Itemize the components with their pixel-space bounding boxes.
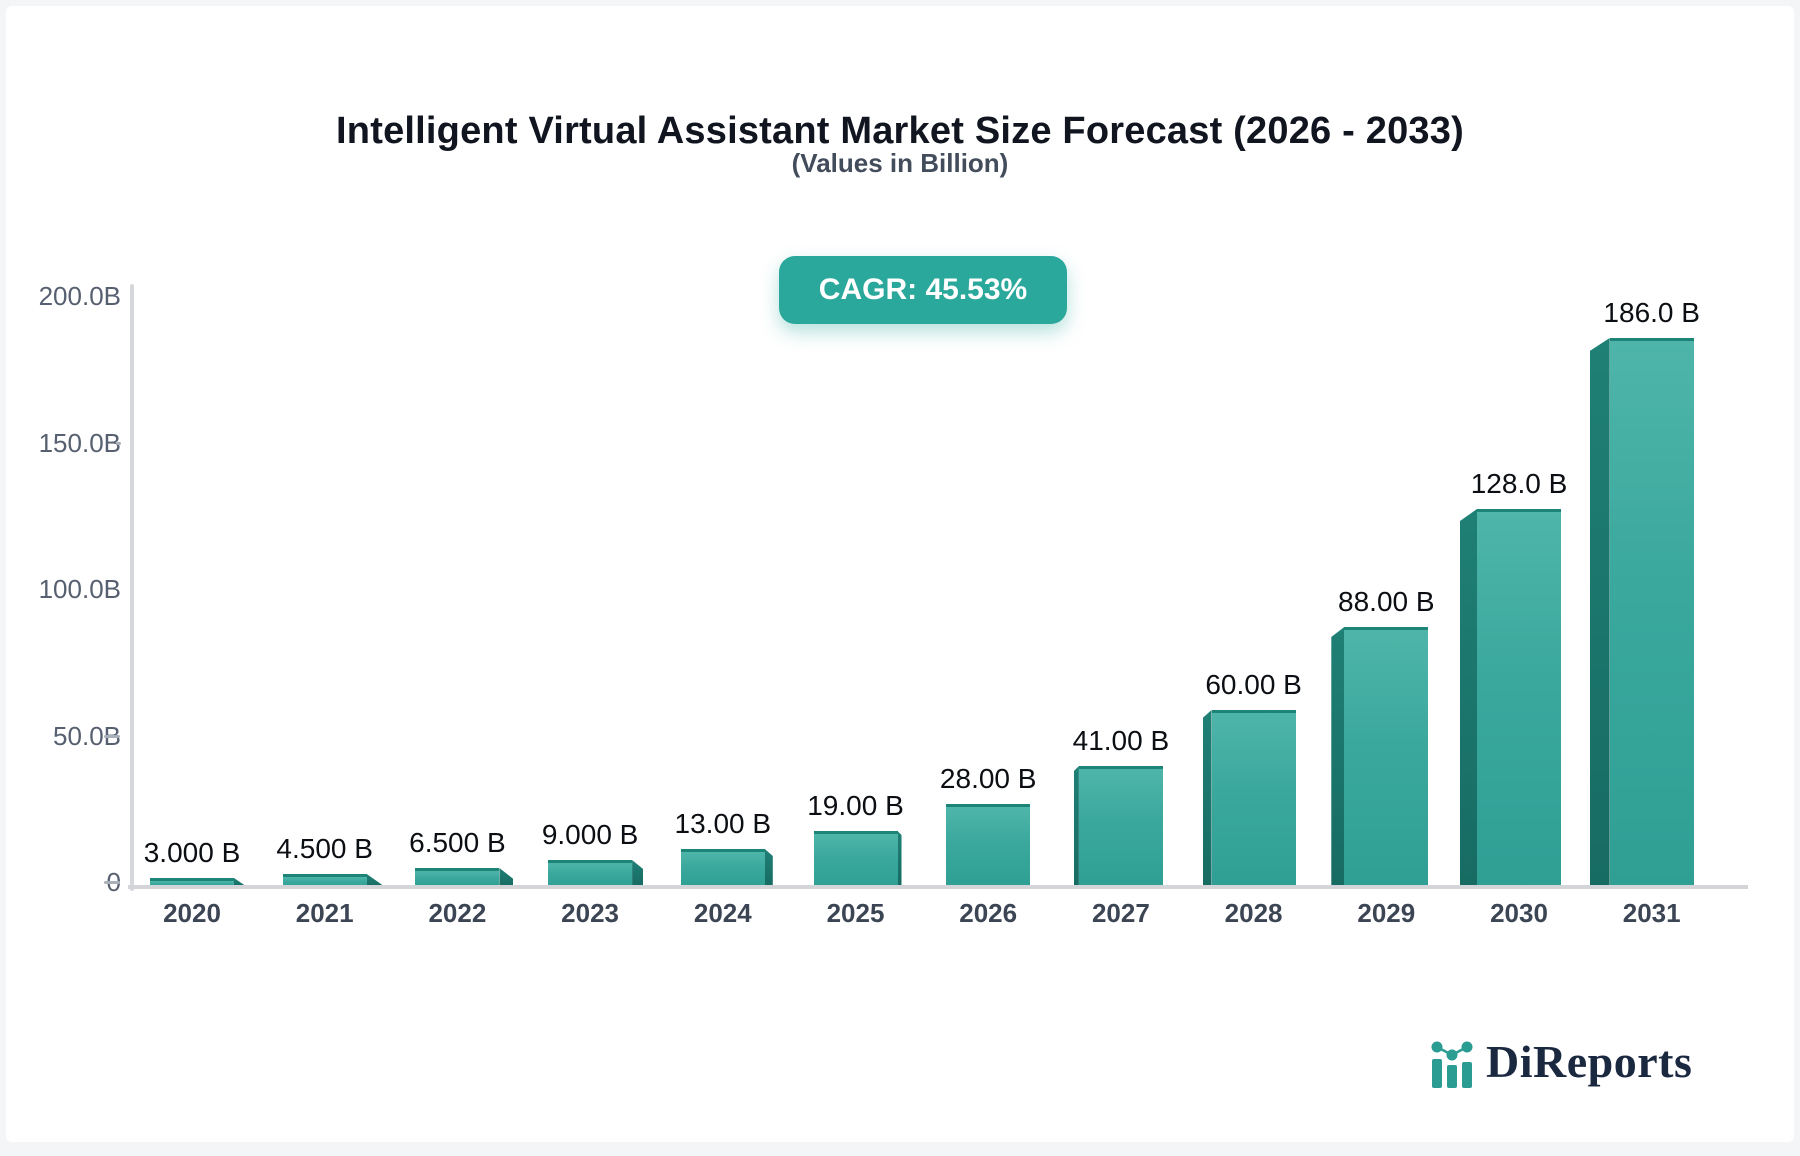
logo-wordmark: DiReports	[1486, 1036, 1693, 1087]
bar-value-label-2020: 3.000 B	[143, 837, 241, 868]
bar-2023	[548, 860, 633, 887]
bar-value-label-2022: 6.500 B	[409, 827, 506, 858]
bar-value-label-2028: 60.00 B	[1205, 669, 1302, 700]
cagr-badge-label: CAGR: 45.53%	[818, 273, 1028, 306]
bar-2031	[1609, 338, 1694, 887]
bar-value-label-2026: 28.00 B	[939, 763, 1037, 794]
x-tick-label-2026: 2026	[959, 898, 1018, 928]
bar-side-face-2029	[1331, 627, 1345, 887]
bar-value-label-2029: 88.00 B	[1338, 586, 1435, 617]
bar-2028	[1211, 710, 1296, 887]
bar-side-face-2030	[1460, 509, 1477, 887]
bar-value-label-2023: 9.000 B	[541, 819, 639, 850]
bar-2022	[415, 868, 500, 887]
bar-side-face-2024	[764, 849, 773, 887]
x-tick-label-2022: 2022	[428, 898, 487, 928]
cagr-badge: CAGR: 45.53%	[779, 256, 1067, 324]
x-tick-label-2029: 2029	[1357, 898, 1416, 928]
x-tick-label-2025: 2025	[826, 898, 885, 928]
y-tick-label: 150.0B	[38, 428, 121, 458]
bar-side-face-2027	[1073, 766, 1079, 887]
x-tick-label-2024: 2024	[693, 898, 752, 928]
x-tick-label-2028: 2028	[1224, 898, 1283, 928]
bar-value-label-2025: 19.00 B	[807, 790, 904, 821]
y-tick-label: 0	[0, 866, 121, 898]
bar-side-face-2025	[897, 831, 902, 887]
y-tick-label: 100.0B	[38, 574, 121, 604]
chart-title: Intelligent Virtual Assistant Market Siz…	[336, 110, 1464, 152]
x-tick-label-2021: 2021	[295, 898, 354, 928]
bar-side-face-2028	[1202, 710, 1212, 887]
bar-value-label-2031: 186.0 B	[1603, 297, 1700, 328]
bar-side-face-2023	[632, 860, 644, 887]
bar-2027	[1078, 766, 1163, 887]
bar-2030	[1477, 509, 1561, 887]
bar-value-label-2024: 13.00 B	[674, 808, 772, 839]
x-tick-label-2023: 2023	[561, 898, 620, 928]
bar-2025	[813, 831, 898, 887]
bar-2026	[946, 804, 1031, 887]
y-axis-line	[130, 284, 134, 891]
x-tick-label-2031: 2031	[1622, 898, 1681, 928]
y-tick-dash	[104, 735, 120, 738]
bar-side-face-2031	[1589, 338, 1610, 887]
chart-subtitle: (Values in Billion)	[791, 148, 1009, 178]
bar-value-label-2027: 41.00 B	[1072, 725, 1170, 756]
x-axis-line	[128, 885, 1748, 889]
bar-value-label-2030: 128.0 B	[1470, 468, 1568, 499]
brand-logo: DiReports	[1430, 1032, 1692, 1088]
y-tick-label: 200.0B	[38, 281, 121, 311]
bar-2029	[1344, 627, 1429, 887]
y-tick-dash	[104, 881, 120, 884]
bar-2024	[680, 849, 765, 887]
x-tick-label-2027: 2027	[1091, 898, 1150, 928]
x-tick-label-2020: 2020	[163, 898, 221, 928]
bar-value-label-2021: 4.500 B	[276, 833, 373, 864]
logo-chart-icon	[1431, 1041, 1473, 1088]
x-tick-label-2030: 2030	[1490, 898, 1548, 928]
y-tick-label: 50.0B	[53, 721, 121, 751]
y-tick-dash	[116, 442, 121, 445]
bar-2021	[282, 874, 367, 887]
bar-2020	[150, 878, 234, 887]
